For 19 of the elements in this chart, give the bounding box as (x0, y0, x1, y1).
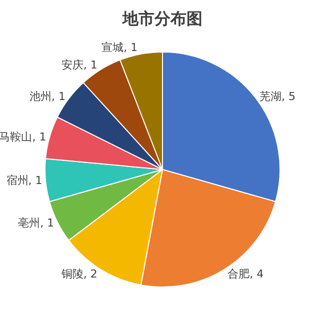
slice-label: 安庆 (61, 58, 84, 72)
slice-label: 池州 (29, 90, 52, 103)
data-label: , 1 (32, 130, 46, 144)
data-label: , 1 (28, 174, 42, 187)
slice-label: 合肥 (228, 268, 250, 281)
slice-label: 亳州 (18, 216, 40, 230)
slice-label: 芜湖 (260, 90, 282, 103)
data-label: , 1 (83, 58, 98, 72)
slice-label: 铜陵 (60, 268, 84, 281)
data-label: , 1 (51, 90, 66, 103)
data-label: , 2 (83, 268, 98, 281)
data-label: , 1 (40, 216, 54, 230)
chart-title: 地市分布图 (122, 9, 202, 28)
slice-label: 宿州 (6, 174, 28, 187)
data-label: , 1 (124, 41, 138, 54)
data-label: , 4 (250, 268, 264, 281)
slice-label: 马鞍山 (0, 130, 32, 144)
data-label: , 5 (282, 90, 296, 103)
slice-label: 宣城 (102, 41, 124, 54)
